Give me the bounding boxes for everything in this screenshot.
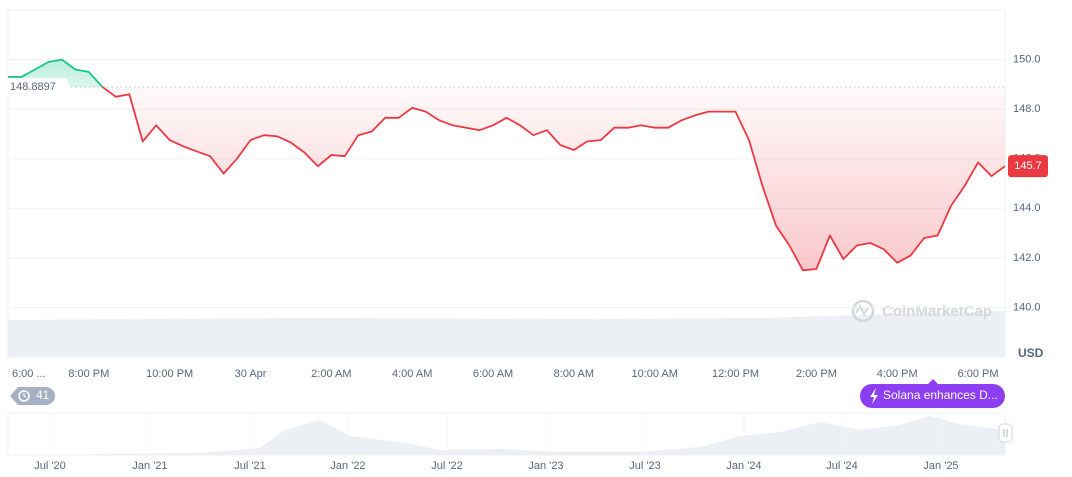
x-tick-label: 12:00 PM (712, 368, 759, 380)
navigator-label: Jul '23 (629, 460, 660, 472)
x-tick-label: 4:00 AM (392, 368, 432, 380)
price-line (8, 58, 1006, 272)
navigator-label: Jan '24 (726, 460, 761, 472)
x-tick-label: 6:00 ... (12, 368, 46, 380)
reference-label-bg (6, 78, 68, 96)
navigator-label: Jan '25 (923, 460, 958, 472)
navigator-label: Jan '22 (330, 460, 365, 472)
y-tick-label: 150.0 (1013, 53, 1041, 65)
reference-label: 148.8897 (10, 81, 56, 93)
area (8, 59, 1005, 271)
x-tick-label: 30 Apr (235, 368, 267, 380)
y-tick-label: 142.0 (1013, 252, 1041, 264)
news-text: Solana enhances D... (883, 388, 998, 402)
x-tick-label: 8:00 AM (554, 368, 594, 380)
y-axis-label: USD (1018, 346, 1044, 360)
navigator-label: Jul '22 (431, 460, 462, 472)
y-tick-label: 148.0 (1013, 103, 1041, 115)
y-tick-label: 140.0 (1013, 301, 1041, 313)
y-tick-label: 144.0 (1013, 202, 1041, 214)
news-pill[interactable]: Solana enhances D... (860, 379, 1005, 408)
x-tick-label: 10:00 AM (631, 368, 677, 380)
navigator-label: Jul '24 (826, 460, 857, 472)
navigator-label: Jan '21 (132, 460, 167, 472)
event-badge[interactable]: 41 (10, 387, 55, 405)
x-tick-label: 6:00 AM (473, 368, 513, 380)
x-tick-label: 2:00 PM (796, 368, 837, 380)
x-tick-label: 4:00 PM (877, 368, 918, 380)
navigator-label: Jul '20 (34, 460, 65, 472)
last-price-badge (1008, 155, 1048, 178)
watermark-text: CoinMarketCap (882, 303, 992, 320)
last-price-label: 145.7 (1014, 160, 1042, 172)
x-tick-label: 8:00 PM (68, 368, 109, 380)
x-tick-label: 2:00 AM (311, 368, 351, 380)
event-count: 41 (36, 388, 50, 402)
x-tick-label: 10:00 PM (146, 368, 193, 380)
navigator-label: Jan '23 (528, 460, 563, 472)
navigator (7, 412, 1013, 456)
navigator-label: Jul '21 (234, 460, 265, 472)
volume-area (8, 311, 1005, 357)
x-tick-label: 6:00 PM (958, 368, 999, 380)
